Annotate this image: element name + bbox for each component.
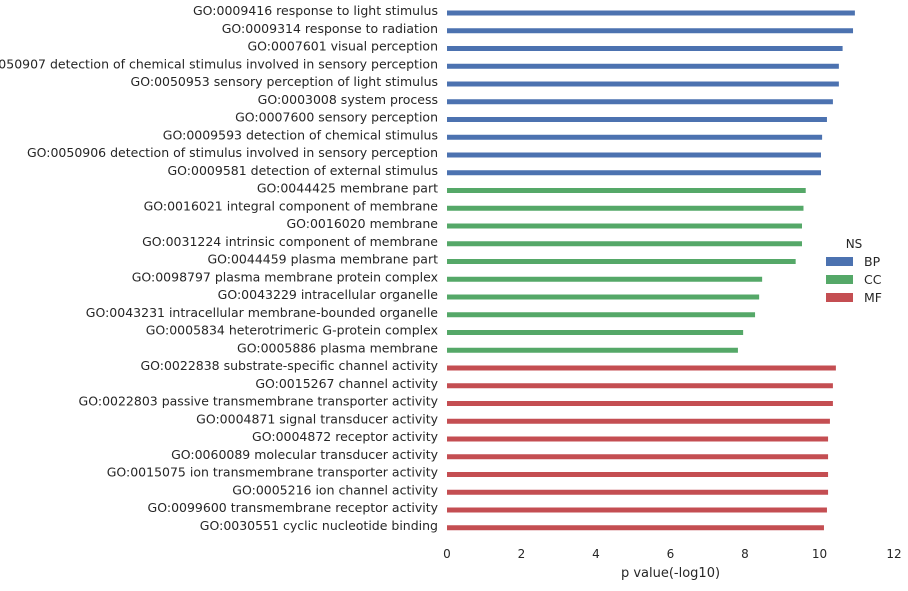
y-tick-label: GO:0004871 signal transducer activity	[196, 411, 438, 426]
bar-bp	[447, 99, 833, 105]
y-tick-label: GO:0005216 ion channel activity	[232, 482, 438, 497]
legend-label-mf: MF	[864, 290, 882, 305]
bar-cc	[447, 312, 756, 318]
bar-mf	[447, 436, 829, 442]
x-tick-labels: 0 2 4 6 8 10 12	[443, 547, 901, 561]
bar-cc	[447, 259, 796, 264]
bar-mf	[447, 489, 829, 495]
bar-cc	[447, 223, 802, 229]
y-tick-label: GO:0050907 detection of chemical stimulu…	[0, 56, 438, 71]
y-tick-label: GO:0005886 plasma membrane	[237, 340, 438, 355]
bar-cc	[447, 205, 804, 211]
y-tick-label: GO:0043229 intracellular organelle	[218, 287, 439, 302]
legend-label-cc: CC	[864, 272, 882, 287]
y-tick-label: GO:0015267 channel activity	[255, 376, 438, 391]
bar-mf	[447, 454, 829, 460]
y-tick-label: GO:0099600 transmembrane receptor activi…	[148, 500, 439, 515]
y-tick-label: GO:0060089 molecular transducer activity	[171, 447, 439, 462]
bar-bp	[447, 170, 821, 176]
bar-cc	[447, 276, 763, 282]
legend-swatch-cc	[826, 275, 853, 284]
bar-bp	[447, 117, 827, 122]
bar-cc	[447, 294, 760, 300]
y-tick-label: GO:0050953 sensory perception of light s…	[131, 74, 438, 89]
y-tick-label: GO:0003008 system process	[258, 92, 438, 107]
y-tick-label: GO:0005834 heterotrimeric G-protein comp…	[146, 323, 438, 338]
x-tick-label: 8	[741, 547, 749, 561]
y-tick-label: GO:0031224 intrinsic component of membra…	[142, 234, 438, 249]
y-tick-label: GO:0022838 substrate-specific channel ac…	[140, 358, 438, 373]
y-tick-label: GO:0007601 visual perception	[247, 39, 438, 54]
bar-cc	[447, 188, 806, 193]
legend-label-bp: BP	[864, 254, 881, 269]
y-tick-label: GO:0030551 cyclic nucleotide binding	[200, 518, 438, 533]
bars-layer	[447, 10, 855, 531]
y-tick-labels: GO:0009416 response to light stimulus GO:…	[0, 3, 439, 533]
y-tick-label: GO:0009416 response to light stimulus	[193, 3, 438, 18]
y-tick-label: GO:0015075 ion transmembrane transporter…	[107, 465, 439, 480]
y-tick-label: GO:0007600 sensory perception	[235, 110, 438, 125]
y-tick-label: GO:0044425 membrane part	[257, 181, 438, 196]
bar-mf	[447, 525, 824, 531]
bar-bp	[447, 81, 839, 87]
x-tick-label: 6	[667, 547, 675, 561]
y-tick-label: GO:0044459 plasma membrane part	[207, 252, 438, 267]
y-tick-label: GO:0016021 integral component of membran…	[144, 198, 439, 213]
bar-cc	[447, 330, 744, 335]
bar-bp	[447, 28, 854, 34]
bar-mf	[447, 418, 830, 424]
y-tick-label: GO:0043231 intracellular membrane-bounde…	[86, 305, 439, 320]
legend-title: NS	[846, 237, 863, 251]
y-tick-label: GO:0004872 receptor activity	[252, 429, 439, 444]
bar-bp	[447, 134, 823, 140]
y-tick-label: GO:0009581 detection of external stimulu…	[168, 163, 439, 178]
x-tick-label: 4	[592, 547, 600, 561]
bar-cc	[447, 347, 738, 353]
x-tick-label: 2	[518, 547, 526, 561]
x-tick-label: 10	[812, 547, 827, 561]
y-tick-label: GO:0098797 plasma membrane protein compl…	[132, 269, 438, 284]
y-tick-label: GO:0016020 membrane	[286, 216, 438, 231]
bar-mf	[447, 383, 833, 389]
bar-mf	[447, 365, 836, 371]
y-tick-label: GO:0009593 detection of chemical stimulu…	[163, 127, 438, 142]
legend-swatch-bp	[826, 257, 853, 266]
x-tick-label: 0	[443, 547, 451, 561]
legend: NS BP CC MF	[826, 237, 882, 305]
y-tick-label: GO:0022803 passive transmembrane transpo…	[79, 394, 439, 409]
bar-bp	[447, 10, 855, 16]
bar-bp	[447, 63, 839, 69]
bar-bp	[447, 46, 843, 51]
bar-mf	[447, 401, 833, 406]
bar-bp	[447, 152, 821, 158]
bar-mf	[447, 507, 827, 513]
bar-mf	[447, 472, 829, 477]
y-tick-label: GO:0009314 response to radiation	[222, 21, 438, 36]
x-axis-label: p value(-log10)	[621, 566, 720, 581]
x-tick-label: 12	[886, 547, 901, 561]
legend-swatch-mf	[826, 293, 853, 302]
bar-cc	[447, 241, 802, 247]
y-tick-label: GO:0050906 detection of stimulus involve…	[27, 145, 438, 160]
